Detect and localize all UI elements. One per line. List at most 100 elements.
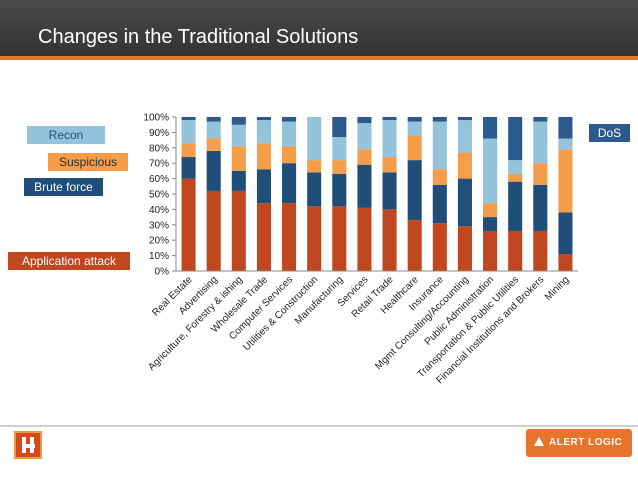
legend-suspicious: Suspicious <box>48 153 128 171</box>
bar-segment-application-attack <box>307 206 322 271</box>
bar-segment-dos <box>508 117 523 161</box>
bar-segment-recon <box>256 120 271 144</box>
bar-segment-brute-force <box>508 181 523 231</box>
bar-segment-brute-force <box>181 157 196 179</box>
bar-segment-application-attack <box>282 203 297 271</box>
bar-segment-dos <box>206 117 221 122</box>
bar-segment-application-attack <box>533 230 548 271</box>
bar-segment-suspicious <box>231 146 246 171</box>
bar-segment-recon <box>483 138 498 204</box>
bar-segment-brute-force <box>231 170 246 191</box>
slide-title: Changes in the Traditional Solutions <box>38 26 359 48</box>
legend-application-attack: Application attack <box>8 252 130 270</box>
bar-segment-brute-force <box>558 212 573 255</box>
y-tick-label: 40% <box>149 205 169 216</box>
bar-segment-brute-force <box>432 184 447 224</box>
legend-dos: DoS <box>589 124 630 142</box>
alert-logic-text: ALERT LOGIC <box>549 437 623 448</box>
x-category-label: Agriculture, Forestry & ishing <box>146 274 245 373</box>
bar-segment-dos <box>382 117 397 121</box>
bar-segment-suspicious <box>457 152 472 179</box>
bar-segment-recon <box>457 120 472 153</box>
bar-segment-dos <box>256 117 271 121</box>
y-tick-label: 20% <box>149 236 169 247</box>
bar-segment-suspicious <box>382 157 397 173</box>
x-category-label: Mining <box>543 274 572 303</box>
bar-segment-suspicious <box>533 163 548 185</box>
bar-segment-application-attack <box>558 254 573 271</box>
bar-segment-brute-force <box>307 172 322 207</box>
bar-segment-dos <box>181 117 196 121</box>
y-tick-label: 30% <box>149 220 169 231</box>
bar-segment-application-attack <box>382 209 397 271</box>
bar-segment-dos <box>231 117 246 125</box>
bar-segment-suspicious <box>256 143 271 170</box>
bar-segment-recon <box>282 121 297 147</box>
bar-segment-suspicious <box>332 160 347 174</box>
bar-segment-dos <box>407 117 422 122</box>
bar-segment-recon <box>533 121 548 164</box>
bar-segment-dos <box>558 117 573 139</box>
bar-segment-application-attack <box>256 203 271 271</box>
bar-segment-application-attack <box>432 223 447 271</box>
stacked-bar-chart: 0%10%20%30%40%50%60%70%80%90%100%Real Es… <box>143 113 578 386</box>
bar-segment-brute-force <box>357 164 372 208</box>
y-tick-label: 80% <box>149 143 169 154</box>
bar-segment-application-attack <box>483 230 498 271</box>
slide-header <box>0 0 638 56</box>
bar-segment-recon <box>307 117 322 161</box>
y-tick-label: 50% <box>149 190 169 201</box>
bar-segment-dos <box>533 117 548 122</box>
bar-segment-recon <box>206 121 221 139</box>
bar-segment-brute-force <box>282 163 297 204</box>
bar-segment-suspicious <box>357 149 372 165</box>
y-tick-label: 0% <box>155 267 170 278</box>
bar-segment-application-attack <box>457 226 472 271</box>
bar-segment-suspicious <box>508 173 523 182</box>
bar-segment-application-attack <box>407 220 422 271</box>
footer-rule <box>0 425 638 427</box>
bar-segment-brute-force <box>382 172 397 210</box>
bar-segment-dos <box>432 117 447 122</box>
bar-segment-application-attack <box>508 230 523 271</box>
bar-segment-suspicious <box>483 203 498 218</box>
header-accent-rule <box>0 56 638 60</box>
bar-segment-application-attack <box>332 206 347 271</box>
bar-segment-brute-force <box>457 178 472 227</box>
bar-segment-brute-force <box>256 169 271 204</box>
y-tick-label: 90% <box>149 128 169 139</box>
bar-segment-application-attack <box>206 190 221 271</box>
legend-brute-force: Brute force <box>24 178 103 196</box>
bar-segment-recon <box>181 120 196 144</box>
bar-segment-recon <box>231 124 246 147</box>
bar-segment-brute-force <box>533 184 548 231</box>
bar-segment-brute-force <box>332 173 347 207</box>
bar-segment-dos <box>483 117 498 139</box>
bar-segment-recon <box>382 120 397 158</box>
legend-recon: Recon <box>27 126 105 144</box>
bar-segment-brute-force <box>206 150 221 191</box>
y-tick-label: 10% <box>149 251 169 262</box>
bar-segment-brute-force <box>483 217 498 231</box>
bar-segment-recon <box>357 123 372 150</box>
bar-segment-dos <box>457 117 472 121</box>
alert-logic-triangle-icon <box>534 436 544 446</box>
bar-segment-suspicious <box>558 149 573 213</box>
bar-segment-suspicious <box>307 160 322 173</box>
bar-segment-suspicious <box>407 135 422 161</box>
bar-segment-brute-force <box>407 160 422 221</box>
bar-segment-application-attack <box>181 178 196 271</box>
bar-segment-recon <box>508 160 523 174</box>
bar-segment-suspicious <box>181 143 196 158</box>
bar-segment-recon <box>407 121 422 136</box>
h-logo-icon <box>14 431 42 459</box>
bar-segment-application-attack <box>231 190 246 271</box>
bar-segment-suspicious <box>206 138 221 151</box>
y-tick-label: 70% <box>149 159 169 170</box>
bar-segment-recon <box>432 121 447 170</box>
bar-segment-dos <box>332 117 347 138</box>
y-tick-label: 60% <box>149 174 169 185</box>
bar-segment-recon <box>558 138 573 150</box>
alert-logic-logo: ALERT LOGIC <box>526 429 633 457</box>
bar-segment-suspicious <box>432 169 447 185</box>
